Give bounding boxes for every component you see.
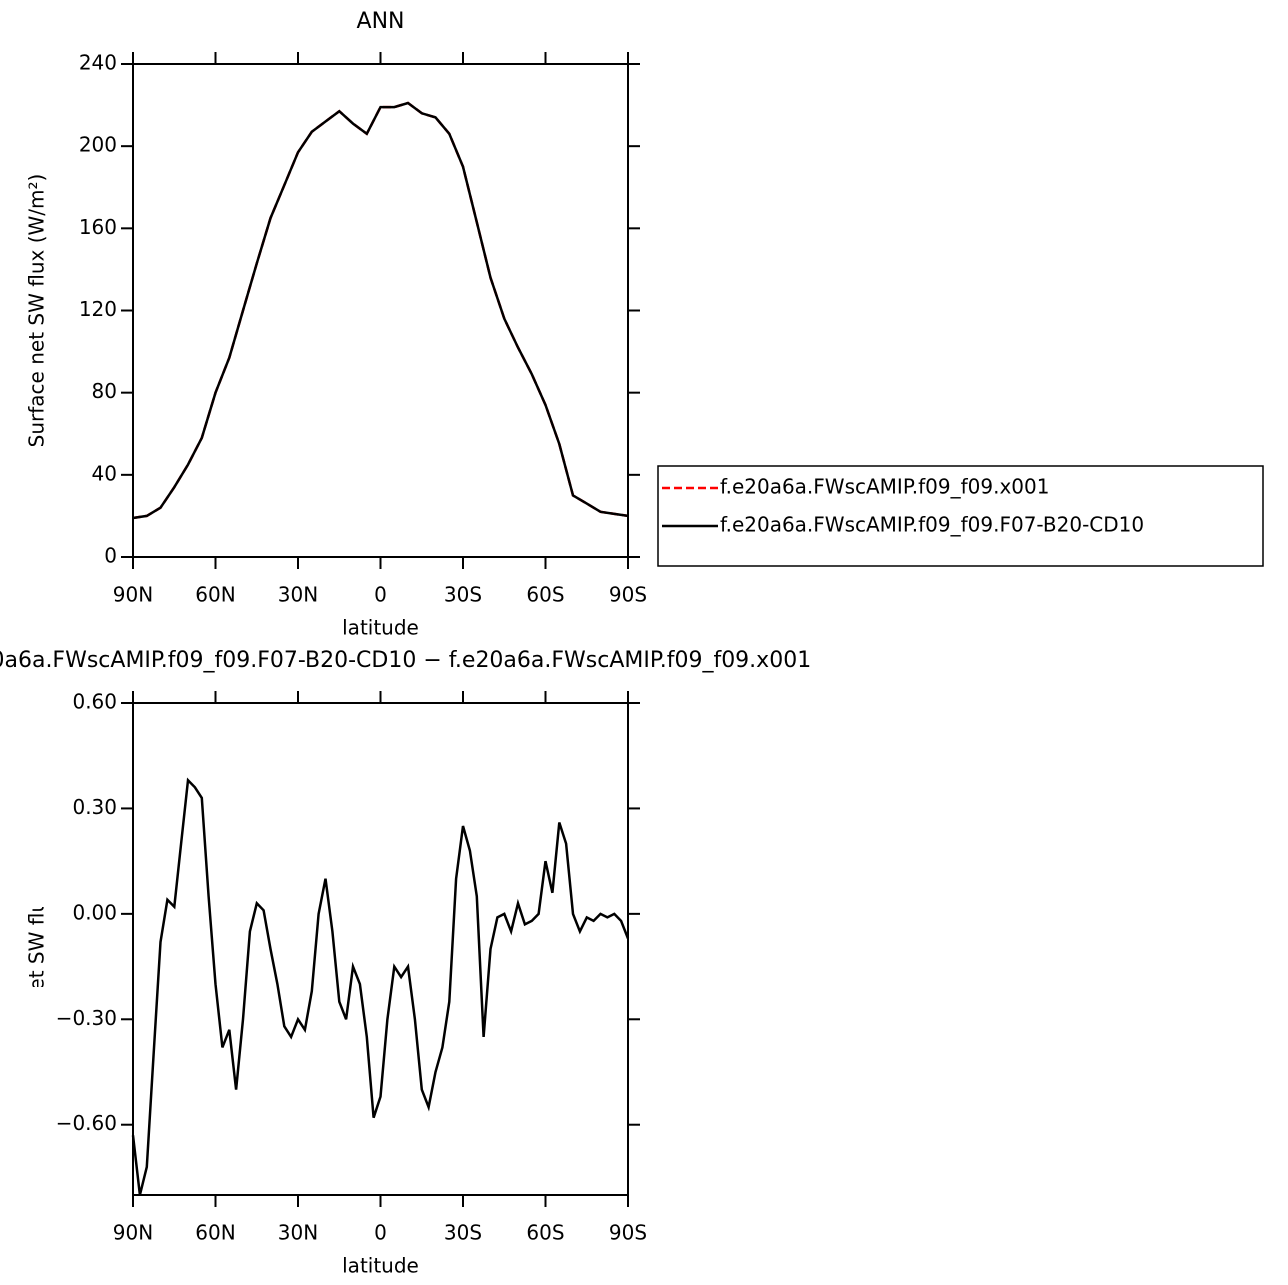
x-axis-label: latitude [342,616,419,640]
chart-title: f.e20a6a.FWscAMIP.f09_f09.F07-B20-CD10 −… [0,648,811,673]
x-axis-label: latitude [342,1254,419,1278]
y-axis-label: Surface net SW flux (W/m²) [25,174,49,448]
x-tick-label: 30N [278,1221,318,1245]
x-tick-label: 30S [444,583,482,607]
x-tick-label: 0 [374,583,387,607]
x-tick-label: 0 [374,1221,387,1245]
y-tick-label: −0.60 [56,1111,117,1135]
x-tick-label: 30N [278,583,318,607]
x-tick-label: 60N [195,583,235,607]
y-tick-label: 240 [79,51,117,75]
y-tick-label: 0.60 [72,690,117,714]
y-tick-label: 40 [92,461,117,485]
data-line [132,101,629,520]
y-tick-label: 160 [79,215,117,239]
y-axis-label: Surface net SW flux (W/m²) [25,812,49,1086]
y-tick-label: 0.30 [72,795,117,819]
legend-label: f.e20a6a.FWscAMIP.f09_f09.F07-B20-CD10 [720,513,1144,537]
y-tick-label: 80 [92,379,117,403]
x-tick-label: 90N [113,583,153,607]
x-tick-label: 90S [609,1221,647,1245]
x-tick-label: 60S [526,1221,564,1245]
x-tick-label: 60N [195,1221,235,1245]
plot-frame [132,702,629,1196]
data-line [131,777,630,1196]
y-tick-label: 200 [79,133,117,157]
data-line [132,101,629,520]
y-tick-label: 0 [104,544,117,568]
x-tick-label: 90S [609,583,647,607]
legend-label: f.e20a6a.FWscAMIP.f09_f09.x001 [720,475,1049,499]
y-tick-label: 0.00 [72,900,117,924]
x-tick-label: 90N [113,1221,153,1245]
legend-box [657,465,1264,567]
plot-frame [132,63,629,558]
chart-title: ANN [357,9,405,34]
x-tick-label: 60S [526,583,564,607]
y-tick-label: 120 [79,297,117,321]
y-tick-label: −0.30 [56,1006,117,1030]
x-tick-label: 30S [444,1221,482,1245]
